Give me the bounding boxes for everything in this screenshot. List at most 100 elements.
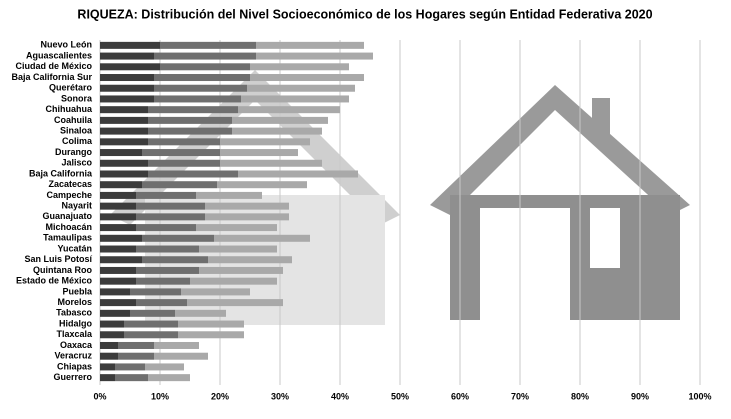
category-label: Coahuila (54, 115, 93, 125)
bar-segment (100, 106, 148, 114)
category-label: Puebla (62, 286, 93, 296)
bar-segment (100, 138, 148, 146)
bar-segment (115, 374, 148, 382)
bar-segment (100, 320, 124, 328)
bar-segment (100, 266, 136, 274)
bar-segment (148, 138, 220, 146)
category-label: Sonora (61, 93, 93, 103)
category-label: Nuevo León (40, 40, 92, 50)
bar-segment (136, 191, 196, 199)
category-label: Aguascalientes (26, 50, 92, 60)
bar-segment (148, 127, 232, 135)
category-label: Tlaxcala (56, 329, 93, 339)
category-label: Estado de México (16, 276, 93, 286)
bar-segment (100, 234, 142, 242)
x-tick-label: 20% (211, 391, 229, 401)
bar-segment (154, 74, 250, 82)
category-label: Guanajuato (42, 211, 92, 221)
bar-segment (247, 84, 355, 92)
bar-segment (136, 245, 199, 253)
bar-segment (118, 352, 154, 360)
bar-segment (181, 288, 250, 296)
bar-segment (256, 52, 373, 60)
bar-segment (100, 202, 136, 210)
bar-segment (160, 63, 250, 71)
bar-segment (100, 127, 148, 135)
bar-segment (100, 159, 148, 167)
bar-segment (175, 309, 226, 317)
bar-segment (100, 309, 130, 317)
x-tick-label: 30% (271, 391, 289, 401)
category-label: Yucatán (57, 243, 92, 253)
bar-segment (232, 116, 328, 124)
bar-segment (136, 277, 190, 285)
category-label: Veracruz (54, 351, 92, 361)
bar-segment (100, 213, 136, 221)
bar-segment (154, 52, 256, 60)
bar-segment (136, 202, 205, 210)
category-label: Campeche (46, 190, 92, 200)
bar-segment (148, 116, 232, 124)
bar-segment (130, 309, 175, 317)
bar-segment (100, 52, 154, 60)
bar-segment (208, 256, 292, 264)
bar-segment (100, 74, 154, 82)
category-label: Zacatecas (48, 179, 92, 189)
category-label: Chihuahua (46, 104, 93, 114)
bar-segment (154, 84, 247, 92)
x-tick-label: 70% (511, 391, 529, 401)
bar-segment (148, 374, 190, 382)
category-label: Chiapas (57, 361, 92, 371)
bar-segment (154, 352, 208, 360)
category-label: Michoacán (45, 222, 92, 232)
bar-segment (220, 149, 298, 157)
bar-segment (100, 374, 115, 382)
bar-segment (220, 159, 322, 167)
bar-segment (100, 95, 154, 103)
category-label: Baja California (29, 168, 93, 178)
bar-segment (100, 363, 115, 371)
bar-segment (124, 331, 178, 339)
bar-segment (100, 331, 124, 339)
category-label: Morelos (57, 297, 92, 307)
category-label: Baja California Sur (11, 72, 92, 82)
bar-segment (142, 181, 217, 189)
bar-segment (100, 245, 136, 253)
category-label: Hidalgo (59, 318, 93, 328)
bar-segment (214, 234, 310, 242)
bar-segment (115, 363, 145, 371)
bar-segment (196, 224, 277, 232)
category-label: Oaxaca (60, 340, 93, 350)
bar-segment (238, 170, 358, 178)
category-label: Nayarit (61, 201, 92, 211)
bar-segment (199, 266, 283, 274)
category-label: Querétaro (49, 83, 93, 93)
bar-segment (142, 149, 220, 157)
bar-segment (196, 191, 262, 199)
bar-segment (205, 202, 289, 210)
bar-segment (100, 63, 160, 71)
category-label: Durango (55, 147, 93, 157)
bar-segment (142, 256, 208, 264)
bar-segment (250, 74, 364, 82)
bar-segment (136, 224, 196, 232)
bar-segment (187, 299, 283, 307)
category-label: Tabasco (56, 308, 92, 318)
x-tick-label: 40% (331, 391, 349, 401)
x-tick-label: 100% (688, 391, 711, 401)
bar-segment (154, 95, 241, 103)
bar-segment (100, 116, 148, 124)
bar-segment (256, 41, 364, 49)
bar-segment (148, 106, 238, 114)
bar-segment (190, 277, 277, 285)
category-label: Ciudad de México (15, 61, 92, 71)
bar-segment (178, 331, 244, 339)
bar-segment (130, 288, 181, 296)
bar-segment (199, 245, 277, 253)
category-label: Tamaulipas (43, 233, 92, 243)
bar-segment (142, 234, 214, 242)
bar-segment (100, 288, 130, 296)
bar-segment (238, 106, 340, 114)
bar-segment (100, 277, 136, 285)
